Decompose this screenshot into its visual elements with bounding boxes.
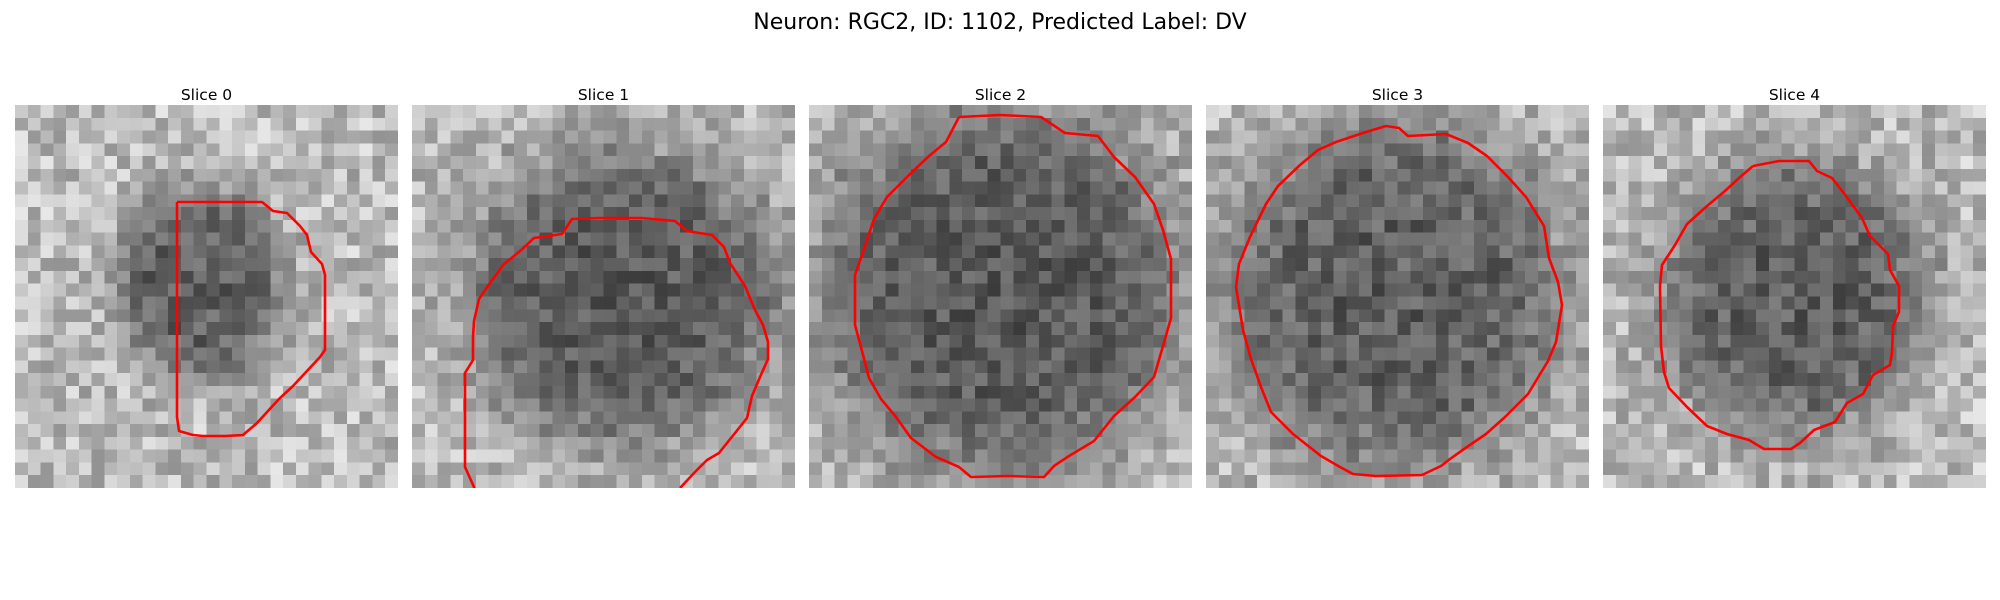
slice-panel-3: Slice 3 [1206, 86, 1589, 515]
slice-image-4 [1603, 105, 1986, 488]
slice-image-3 [1206, 105, 1589, 488]
contour-overlay-2 [853, 113, 1173, 479]
slice-title-4: Slice 4 [1768, 86, 1821, 104]
slice-panel-2: Slice 2 [809, 86, 1192, 515]
contour-overlay-3 [1234, 124, 1564, 478]
slice-panel-4: Slice 4 [1603, 86, 1986, 515]
cell-contour-3 [1234, 124, 1564, 478]
figure-title: Neuron: RGC2, ID: 1102, Predicted Label:… [753, 10, 1247, 35]
slice-title-3: Slice 3 [1371, 86, 1424, 104]
contour-overlay-1 [463, 216, 770, 488]
cell-contour-1 [463, 216, 770, 488]
cell-contour-0 [175, 200, 327, 438]
contour-overlay-0 [175, 200, 327, 438]
slice-title-0: Slice 0 [180, 86, 233, 104]
slice-image-1 [412, 105, 795, 488]
slice-title-1: Slice 1 [577, 86, 630, 104]
slice-panel-0: Slice 0 [15, 86, 398, 515]
cell-contour-2 [853, 113, 1173, 479]
slice-panel-1: Slice 1 [412, 86, 795, 515]
slice-image-0 [15, 105, 398, 488]
contour-overlay-4 [1658, 159, 1901, 451]
slice-title-2: Slice 2 [974, 86, 1027, 104]
cell-contour-4 [1658, 159, 1901, 451]
